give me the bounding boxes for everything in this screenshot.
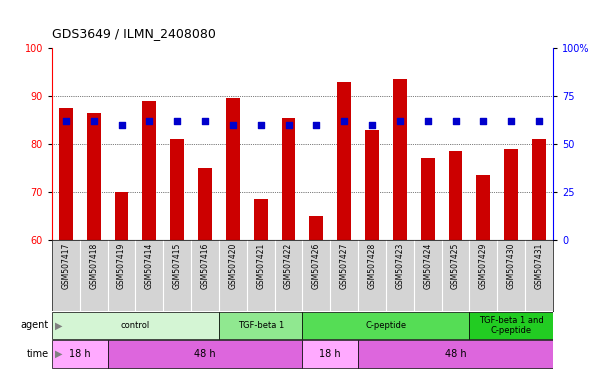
Text: GSM507430: GSM507430 xyxy=(507,243,516,289)
Bar xyxy=(365,129,379,240)
Point xyxy=(478,118,488,124)
Bar xyxy=(282,118,296,240)
Point xyxy=(423,118,433,124)
Text: GSM507429: GSM507429 xyxy=(479,243,488,289)
Bar xyxy=(477,175,490,240)
Text: GSM507415: GSM507415 xyxy=(173,243,181,289)
Text: control: control xyxy=(121,321,150,330)
Text: GSM507423: GSM507423 xyxy=(395,243,404,289)
Bar xyxy=(226,98,240,240)
Point xyxy=(117,122,126,128)
Text: GSM507426: GSM507426 xyxy=(312,243,321,289)
Bar xyxy=(115,192,128,240)
Point xyxy=(89,118,98,124)
Bar xyxy=(358,340,553,368)
Bar xyxy=(337,81,351,240)
Text: ▶: ▶ xyxy=(55,349,62,359)
Bar xyxy=(59,108,73,240)
Point xyxy=(61,118,71,124)
Bar xyxy=(393,79,407,240)
Point xyxy=(451,118,461,124)
Bar xyxy=(504,149,518,240)
Bar xyxy=(108,340,302,368)
Point xyxy=(144,118,154,124)
Bar xyxy=(302,312,469,339)
Text: 48 h: 48 h xyxy=(194,349,216,359)
Text: GSM507424: GSM507424 xyxy=(423,243,432,289)
Bar xyxy=(142,101,156,240)
Text: GSM507416: GSM507416 xyxy=(200,243,210,289)
Bar xyxy=(448,151,463,240)
Bar xyxy=(87,113,101,240)
Point xyxy=(172,118,182,124)
Text: TGF-beta 1 and
C-peptide: TGF-beta 1 and C-peptide xyxy=(479,316,544,335)
Text: agent: agent xyxy=(21,320,49,331)
Bar xyxy=(52,312,219,339)
Text: GSM507422: GSM507422 xyxy=(284,243,293,289)
Text: GSM507431: GSM507431 xyxy=(535,243,544,289)
Point xyxy=(200,118,210,124)
Text: ▶: ▶ xyxy=(55,320,62,331)
Bar xyxy=(309,216,323,240)
Text: GSM507421: GSM507421 xyxy=(256,243,265,289)
Text: GSM507414: GSM507414 xyxy=(145,243,154,289)
Text: 48 h: 48 h xyxy=(445,349,466,359)
Text: GSM507417: GSM507417 xyxy=(61,243,70,289)
Point xyxy=(284,122,293,128)
Bar xyxy=(469,312,553,339)
Bar xyxy=(532,139,546,240)
Bar xyxy=(219,312,302,339)
Point xyxy=(395,118,404,124)
Text: GSM507420: GSM507420 xyxy=(229,243,237,289)
Text: TGF-beta 1: TGF-beta 1 xyxy=(238,321,284,330)
Bar xyxy=(198,168,212,240)
Text: GSM507428: GSM507428 xyxy=(368,243,376,289)
Point xyxy=(339,118,349,124)
Text: 18 h: 18 h xyxy=(320,349,341,359)
Text: time: time xyxy=(27,349,49,359)
Text: GSM507425: GSM507425 xyxy=(451,243,460,289)
Bar xyxy=(52,340,108,368)
Point xyxy=(312,122,321,128)
Point xyxy=(228,122,238,128)
Text: GSM507418: GSM507418 xyxy=(89,243,98,289)
Text: 18 h: 18 h xyxy=(69,349,90,359)
Text: GSM507419: GSM507419 xyxy=(117,243,126,289)
Bar xyxy=(170,139,184,240)
Point xyxy=(507,118,516,124)
Point xyxy=(367,122,377,128)
Text: GSM507427: GSM507427 xyxy=(340,243,349,289)
Text: GDS3649 / ILMN_2408080: GDS3649 / ILMN_2408080 xyxy=(52,27,216,40)
Bar xyxy=(421,158,434,240)
Text: C-peptide: C-peptide xyxy=(365,321,406,330)
Point xyxy=(534,118,544,124)
Point xyxy=(256,122,266,128)
Bar xyxy=(302,340,358,368)
Bar xyxy=(254,199,268,240)
